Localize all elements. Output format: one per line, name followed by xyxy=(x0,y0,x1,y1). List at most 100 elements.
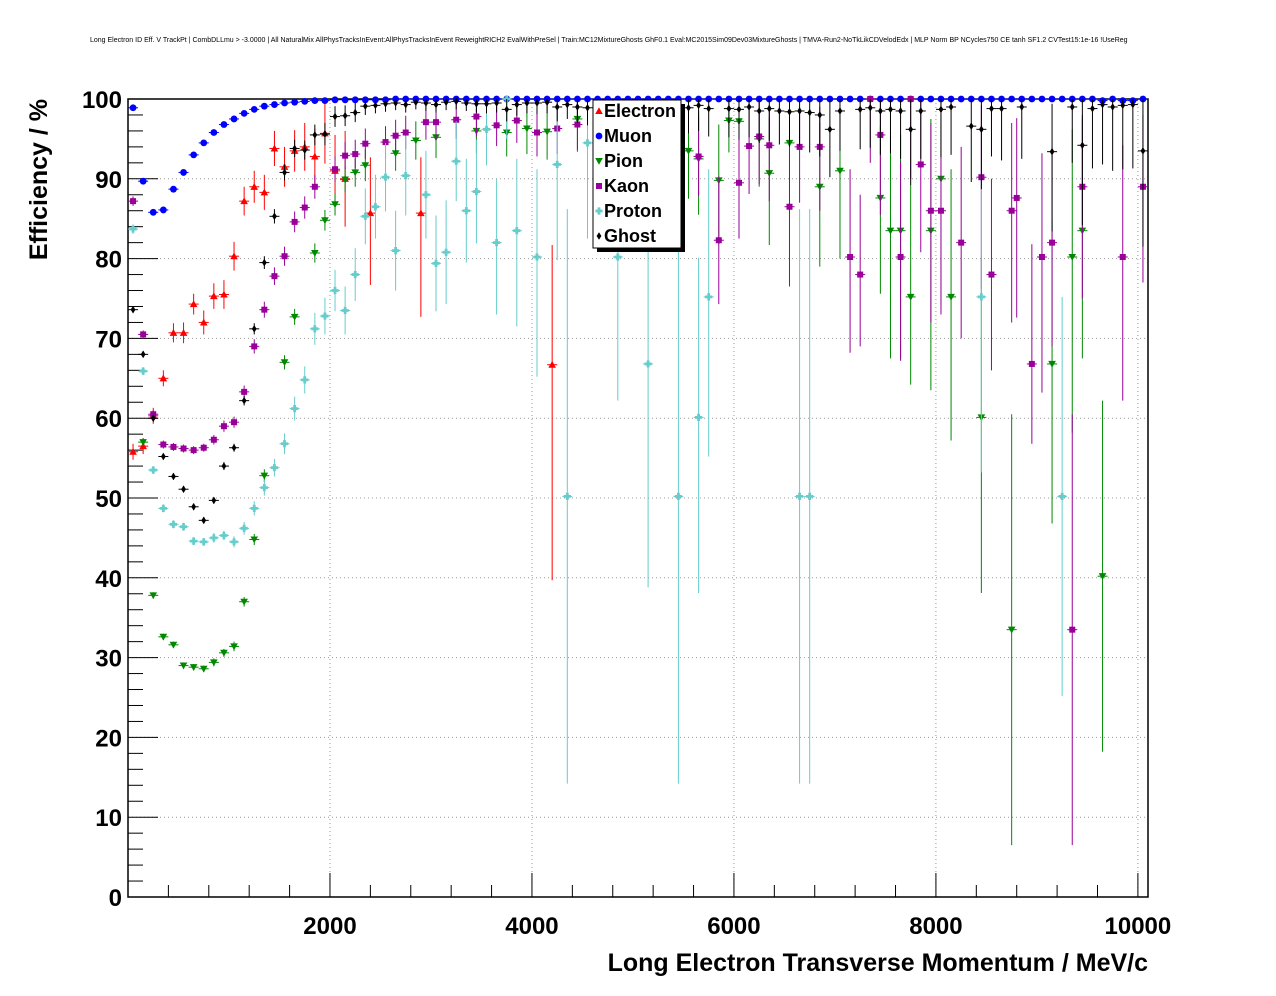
kaon-point xyxy=(241,388,248,395)
proton-point xyxy=(371,203,380,211)
muon-legend-label: Muon xyxy=(604,126,652,146)
grid-layer xyxy=(128,99,1148,897)
proton-point xyxy=(422,191,430,199)
electron-point xyxy=(250,182,259,190)
kaon-point xyxy=(786,203,793,210)
muon-point xyxy=(715,95,723,103)
electron-point xyxy=(220,290,228,298)
kaon-point xyxy=(352,151,359,158)
y-tick-label: 10 xyxy=(95,805,122,832)
x-tick-label: 4000 xyxy=(505,913,558,940)
kaon-point xyxy=(1013,194,1020,201)
ghost-point xyxy=(514,100,520,109)
proton-point xyxy=(129,225,137,233)
muon-point xyxy=(260,102,268,110)
kaon-point xyxy=(473,113,480,120)
electron-point xyxy=(210,292,218,300)
proton-point xyxy=(553,160,561,169)
ghost-point xyxy=(706,104,712,113)
ghost-point xyxy=(433,100,439,109)
pion-point xyxy=(311,249,319,257)
ghost-point xyxy=(241,396,247,405)
muon-point xyxy=(301,97,309,105)
ghost-point xyxy=(544,98,550,106)
proton-legend-marker xyxy=(595,207,603,215)
ghost-point xyxy=(1140,147,1146,155)
ghost-point xyxy=(787,107,792,116)
kaon-point xyxy=(695,153,702,160)
legend: Electron Muon Pion Kaon Proton Ghost xyxy=(592,99,685,252)
muon-point xyxy=(159,206,167,214)
ghost-point xyxy=(989,104,994,113)
muon-point xyxy=(331,96,339,104)
proton-point xyxy=(270,464,279,472)
kaon-point xyxy=(958,239,965,246)
ghost-point xyxy=(362,102,368,110)
ghost-point xyxy=(756,107,762,115)
ghost-point xyxy=(524,99,530,107)
legend-box xyxy=(592,99,682,249)
proton-point xyxy=(200,538,208,546)
kaon-point xyxy=(988,271,995,278)
ghost-point xyxy=(696,101,701,110)
ghost-point xyxy=(776,107,782,115)
pion-point xyxy=(947,293,955,301)
kaon-point xyxy=(534,129,541,136)
pion-point xyxy=(159,633,168,641)
kaon-point xyxy=(847,254,854,261)
proton-point xyxy=(452,157,460,165)
ghost-point xyxy=(797,107,802,115)
pion-point xyxy=(260,472,269,480)
muon-point xyxy=(1028,95,1036,103)
muon-point xyxy=(957,95,965,103)
kaon-point xyxy=(1028,360,1035,367)
ghost-point xyxy=(736,105,742,114)
proton-point xyxy=(977,293,985,301)
ghost-point xyxy=(484,99,489,108)
proton-point xyxy=(462,207,470,215)
ghost-point xyxy=(837,107,843,115)
proton-point xyxy=(341,306,349,315)
muon-point xyxy=(149,208,157,216)
muon-point xyxy=(139,177,147,185)
ghost-point xyxy=(1069,103,1075,111)
proton-point xyxy=(250,504,258,512)
y-tick-label: 50 xyxy=(95,486,122,513)
ghost-point xyxy=(918,107,924,115)
electron-point xyxy=(260,188,269,196)
ghost-point xyxy=(423,99,429,107)
proton-point xyxy=(169,520,178,528)
ghost-point xyxy=(383,99,388,108)
kaon-point xyxy=(130,198,137,205)
pion-point xyxy=(179,662,188,670)
ghost-point xyxy=(807,108,813,117)
kaon-point xyxy=(433,119,440,126)
pion-point xyxy=(220,649,228,657)
ghost-point xyxy=(1079,141,1085,150)
kaon-point xyxy=(220,423,227,430)
proton-point xyxy=(563,492,571,501)
pion-point xyxy=(210,659,218,667)
ghost-point xyxy=(564,100,570,109)
proton-point xyxy=(644,360,652,368)
muon-point xyxy=(170,185,177,193)
ghost-point xyxy=(231,443,237,452)
kaon-point xyxy=(382,139,389,146)
ghost-point xyxy=(272,212,277,221)
kaon-point xyxy=(857,271,864,278)
ghost-point xyxy=(160,452,166,461)
kaon-point xyxy=(261,306,268,313)
ghost-point xyxy=(1120,101,1126,110)
kaon-point xyxy=(140,331,147,338)
pion-point xyxy=(906,293,915,301)
y-tick-label: 100 xyxy=(82,87,122,114)
x-tick-label: 2000 xyxy=(303,913,356,940)
electron-point xyxy=(179,329,188,336)
kaon-point xyxy=(735,179,742,186)
kaon-point xyxy=(150,411,157,418)
proton-point xyxy=(392,247,400,255)
proton-point xyxy=(159,504,167,512)
kaon-point xyxy=(897,254,904,261)
muon-point xyxy=(351,96,359,104)
